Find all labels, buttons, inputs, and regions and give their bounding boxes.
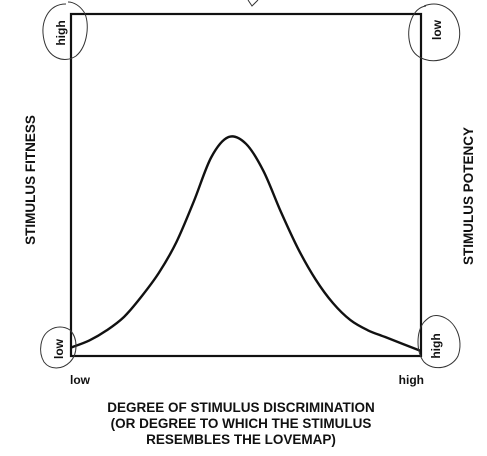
y-axis-title-left: STIMULUS FITNESS — [23, 115, 38, 245]
plot-frame — [69, 12, 423, 358]
handwritten-circle-bottom-right — [417, 315, 461, 369]
y-left-tick-low: low — [52, 338, 66, 359]
x-tick-low: low — [70, 373, 91, 387]
y-right-tick-low: low — [430, 19, 444, 40]
x-axis-title-line-1: DEGREE OF STIMULUS DISCRIMINATION — [107, 400, 375, 415]
handwritten-circle-top-left — [42, 1, 88, 60]
handwritten-circle-bottom-left — [40, 326, 77, 369]
handwritten-mark-top — [247, 0, 259, 7]
x-axis-title-line-2: (OR DEGREE TO WHICH THE STIMULUS — [111, 416, 372, 431]
y-right-tick-high: high — [429, 333, 443, 358]
y-axis-title-right: STIMULUS POTENCY — [461, 127, 476, 265]
x-axis-title-line-3: RESEMBLES THE LOVEMAP) — [146, 432, 336, 447]
y-left-tick-high: high — [54, 20, 68, 45]
handwritten-circle-top-right — [408, 3, 461, 62]
x-tick-high: high — [399, 373, 424, 387]
data-curve — [70, 135, 422, 352]
